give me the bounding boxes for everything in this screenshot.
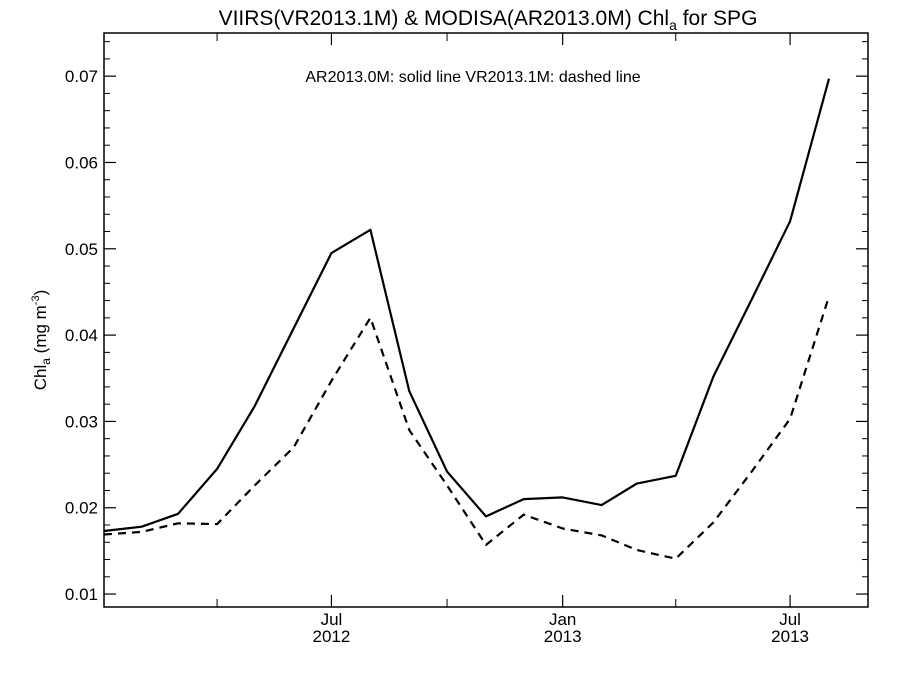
y-axis-label: Chla (mg m-3) <box>30 290 53 391</box>
y-axis-label-close: ) <box>31 290 50 296</box>
y-tick-label: 0.03 <box>65 412 98 431</box>
x-tick-label-month: Jan <box>549 610 576 629</box>
x-tick-label-month: Jul <box>779 610 801 629</box>
series-layer <box>103 78 831 560</box>
y-tick-label: 0.04 <box>65 326 98 345</box>
y-tick-label: 0.01 <box>65 585 98 604</box>
x-tick-label-year: 2012 <box>313 627 351 646</box>
y-axis-label-superscript: -3 <box>30 295 42 305</box>
series-line-dashed <box>103 295 831 560</box>
y-axis-label-subscript: a <box>39 358 53 365</box>
y-tick-label: 0.06 <box>65 153 98 172</box>
y-tick-label: 0.07 <box>65 67 98 86</box>
y-tick-label: 0.02 <box>65 499 98 518</box>
line-style-note: AR2013.0M: solid line VR2013.1M: dashed … <box>305 69 640 86</box>
plot-frame <box>103 32 869 608</box>
x-tick-label-year: 2013 <box>544 627 582 646</box>
series-line-solid <box>103 78 831 533</box>
y-axis-label-units: (mg m <box>31 305 50 358</box>
y-tick-label: 0.05 <box>65 240 98 259</box>
x-tick-label-month: Jul <box>321 610 343 629</box>
chart-title-subscript: a <box>669 17 677 33</box>
x-tick-label-year: 2013 <box>771 627 809 646</box>
y-axis-label-main: Chl <box>31 365 50 391</box>
chart-title-main: VIIRS(VR2013.1M) & MODISA(AR2013.0M) Chl <box>219 7 669 30</box>
y-axis-ticks: 0.01 0.02 0.03 0.04 0.05 0.06 0.07 <box>65 41 868 604</box>
chart-title-suffix: for SPG <box>677 7 758 30</box>
chart-title: VIIRS(VR2013.1M) & MODISA(AR2013.0M) Chl… <box>219 7 758 33</box>
